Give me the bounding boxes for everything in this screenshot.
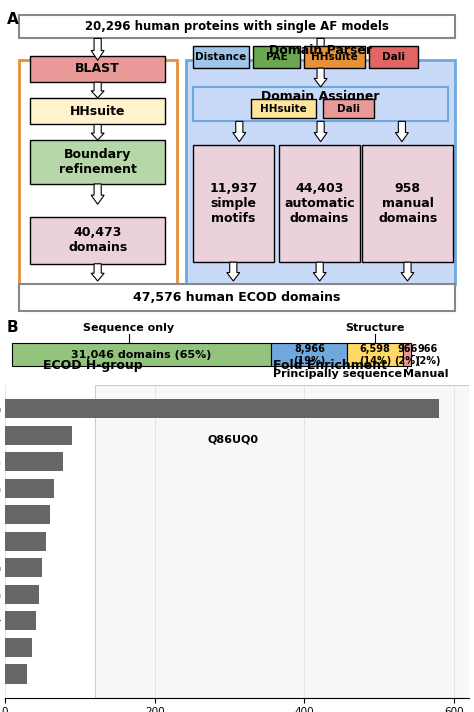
FancyBboxPatch shape [369, 46, 418, 68]
Text: ECOD H-group: ECOD H-group [43, 360, 143, 372]
Polygon shape [314, 38, 327, 61]
Text: PAE: PAE [265, 52, 287, 62]
Text: Dali: Dali [337, 104, 360, 114]
Text: Dali: Dali [382, 52, 405, 62]
Text: 20,296 human proteins with single AF models: 20,296 human proteins with single AF mod… [85, 20, 389, 33]
Bar [5, 585, 39, 604]
Text: Boundary
refinement: Boundary refinement [59, 148, 137, 176]
Polygon shape [313, 262, 326, 281]
FancyBboxPatch shape [193, 145, 274, 262]
Text: 47,576 human ECOD domains: 47,576 human ECOD domains [133, 291, 341, 304]
FancyBboxPatch shape [30, 98, 165, 125]
Text: Q86UQ0: Q86UQ0 [207, 434, 258, 444]
FancyBboxPatch shape [193, 46, 248, 68]
Text: B: B [7, 320, 18, 335]
Text: Principally sequence: Principally sequence [273, 369, 402, 379]
Polygon shape [91, 82, 104, 98]
Polygon shape [233, 121, 246, 142]
FancyBboxPatch shape [186, 61, 456, 284]
Text: 966
(2%): 966 (2%) [415, 344, 440, 365]
Polygon shape [91, 125, 104, 140]
Polygon shape [314, 121, 327, 142]
Bar [5, 452, 63, 471]
Text: 8,966
(19%): 8,966 (19%) [293, 344, 326, 365]
Text: HHsuite: HHsuite [70, 105, 126, 117]
Polygon shape [401, 262, 414, 281]
Bar [5, 399, 439, 418]
Bar [5, 638, 32, 657]
Text: Manual: Manual [403, 369, 448, 379]
Text: A: A [7, 12, 19, 27]
Bar [12, 343, 272, 366]
Text: Sequence only: Sequence only [83, 323, 174, 333]
FancyBboxPatch shape [363, 145, 453, 262]
FancyBboxPatch shape [18, 15, 456, 38]
Text: 958
manual
domains: 958 manual domains [378, 182, 438, 225]
Text: Distance: Distance [195, 52, 246, 62]
Text: 11,937
simple
motifs: 11,937 simple motifs [210, 182, 258, 225]
Bar [5, 532, 46, 551]
FancyBboxPatch shape [30, 140, 165, 184]
Text: 966
(2%): 966 (2%) [394, 344, 420, 365]
FancyBboxPatch shape [323, 100, 374, 118]
Bar [5, 558, 42, 577]
Text: 40,473
domains: 40,473 domains [68, 226, 127, 254]
Bar [403, 343, 411, 366]
Text: 31,046 domains (65%): 31,046 domains (65%) [72, 350, 212, 360]
Bar [95, 384, 469, 698]
FancyBboxPatch shape [18, 284, 456, 310]
Bar [5, 664, 27, 684]
Text: Structure: Structure [346, 323, 405, 333]
FancyBboxPatch shape [30, 56, 165, 82]
Text: 6,598
(14%): 6,598 (14%) [359, 344, 392, 365]
FancyBboxPatch shape [30, 217, 165, 263]
Bar [5, 506, 50, 524]
FancyBboxPatch shape [279, 145, 360, 262]
Text: Domain Assigner: Domain Assigner [261, 90, 380, 103]
FancyBboxPatch shape [251, 100, 316, 118]
FancyBboxPatch shape [193, 87, 448, 121]
Text: HHsuite: HHsuite [260, 104, 307, 114]
Bar [5, 426, 72, 445]
Polygon shape [91, 38, 104, 61]
Text: 44,403
automatic
domains: 44,403 automatic domains [284, 182, 355, 225]
Polygon shape [227, 262, 240, 281]
Text: Fold Enrichment: Fold Enrichment [273, 360, 387, 372]
Text: BLAST: BLAST [75, 63, 120, 75]
Polygon shape [314, 68, 327, 87]
FancyBboxPatch shape [18, 61, 177, 284]
Polygon shape [395, 121, 409, 142]
Text: HHsuite: HHsuite [311, 52, 358, 62]
Polygon shape [91, 184, 104, 204]
FancyBboxPatch shape [304, 46, 365, 68]
Text: Domain Parser: Domain Parser [269, 44, 372, 58]
Bar [347, 343, 403, 366]
Bar [5, 478, 54, 498]
Bar [272, 343, 347, 366]
Polygon shape [91, 263, 104, 281]
Bar [5, 612, 36, 630]
FancyBboxPatch shape [253, 46, 300, 68]
